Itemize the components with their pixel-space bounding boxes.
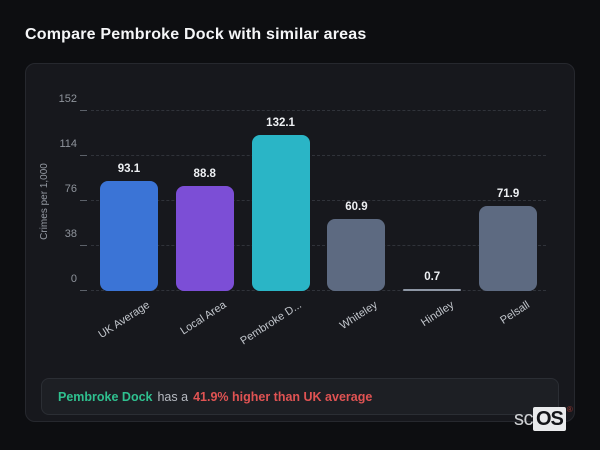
bar-column-hindley: 0.7 Hindley	[394, 111, 470, 329]
bar[interactable]	[327, 218, 386, 291]
gridline	[91, 155, 546, 156]
y-tick-label: 38	[64, 228, 77, 240]
plot-area: 0 38 76 114 152 93.1 UK Average 88.8 Local Area 1…	[59, 93, 546, 347]
bar-group: 93.1 UK Average 88.8 Local Area 132.1 Pembrok…	[91, 111, 546, 347]
comparison-note: Pembroke Dock has a 41.9% higher than UK…	[41, 378, 559, 415]
bar[interactable]	[251, 134, 310, 291]
scos-logo[interactable]: sc OS ®	[514, 405, 573, 431]
gridline	[91, 200, 546, 201]
bar-column-uk-average: 93.1 UK Average	[91, 111, 167, 341]
x-axis-label: Pembroke D...	[238, 299, 305, 348]
bar-value-label: 132.1	[266, 116, 295, 129]
y-tick-label: 76	[64, 183, 77, 195]
bar[interactable]	[403, 289, 462, 291]
bar-column-pelsall: 71.9 Pelsall	[470, 111, 546, 327]
y-axis-title-text: Crimes per 1,000	[38, 162, 50, 240]
bar[interactable]	[99, 180, 158, 291]
registered-trademark-icon: ®	[566, 405, 573, 414]
y-tick-label: 152	[58, 93, 77, 105]
gridline	[91, 290, 546, 291]
y-tick-mark	[80, 155, 87, 156]
y-axis-title: Crimes per 1,000	[36, 111, 52, 291]
y-tick-label: 0	[70, 273, 77, 285]
note-stat-text: 41.9% higher than UK average	[193, 389, 373, 404]
gridline	[91, 110, 546, 111]
bar-value-label: 60.9	[345, 200, 368, 213]
y-tick-mark	[80, 200, 87, 201]
logo-suffix-badge: OS	[533, 407, 566, 431]
logo-prefix: sc	[514, 407, 534, 430]
y-tick-label: 114	[59, 138, 77, 150]
note-connector-text: has a	[157, 389, 189, 404]
bar[interactable]	[175, 185, 234, 291]
x-axis-label: Pelsall	[497, 299, 532, 327]
x-axis-label: Local Area	[178, 299, 229, 338]
bar-value-label: 0.7	[424, 271, 441, 283]
chart-card: Crimes per 1,000 0 38 76 114 152 93.1 UK Avera…	[25, 63, 575, 422]
x-axis-label: Hindley	[418, 299, 456, 330]
x-axis-label: UK Average	[96, 299, 153, 341]
y-tick-mark	[80, 245, 87, 246]
bar-column-whiteley: 60.9 Whiteley	[318, 111, 394, 332]
bar-column-local-area: 88.8 Local Area	[167, 111, 243, 337]
bar-column-pembroke-dock: 132.1 Pembroke D...	[239, 111, 319, 347]
bar-value-label: 93.1	[117, 162, 141, 175]
bar-value-label: 88.8	[193, 167, 216, 180]
bar[interactable]	[479, 205, 538, 291]
gridline	[91, 245, 546, 246]
bar-value-label: 71.9	[496, 187, 520, 200]
y-tick-mark	[80, 290, 87, 291]
y-tick-mark	[80, 110, 87, 111]
note-area-name: Pembroke Dock	[58, 389, 153, 404]
x-axis-label: Whiteley	[338, 299, 380, 333]
page-title: Compare Pembroke Dock with similar areas	[25, 26, 367, 43]
